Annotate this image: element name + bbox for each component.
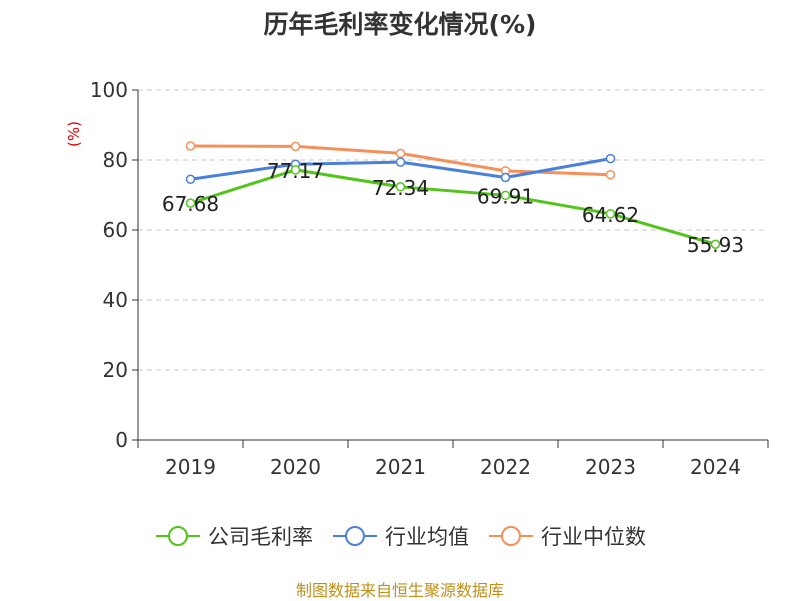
data-point-2 xyxy=(290,141,301,152)
legend-marker-industry-mean-icon xyxy=(333,526,377,546)
data-point-0 xyxy=(605,209,616,219)
y-tick-label: 60 xyxy=(103,218,128,242)
legend-marker-industry-median-icon xyxy=(489,526,533,546)
x-tick-label: 2019 xyxy=(165,455,216,479)
series-line-0 xyxy=(190,168,716,246)
data-label: 77.17 xyxy=(267,159,324,183)
data-point-2 xyxy=(605,169,616,180)
legend-item-company[interactable]: 公司毛利率 xyxy=(154,521,313,551)
legend: 公司毛利率 行业均值 行业中位数 xyxy=(0,518,800,554)
legend-label-company: 公司毛利率 xyxy=(208,525,313,549)
y-tick-label: 40 xyxy=(103,288,128,312)
data-point-0 xyxy=(500,190,511,201)
data-label: 67.68 xyxy=(162,192,219,216)
legend-item-industry-mean[interactable]: 行业均值 xyxy=(331,521,469,551)
data-point-0 xyxy=(185,198,196,208)
legend-item-industry-median[interactable]: 行业中位数 xyxy=(487,521,646,551)
data-label: 64.62 xyxy=(582,203,639,227)
y-tick-label: 20 xyxy=(103,358,128,382)
data-point-1 xyxy=(395,157,406,167)
data-point-2 xyxy=(185,141,196,151)
x-tick-label: 2023 xyxy=(585,455,636,479)
data-point-1 xyxy=(500,172,511,183)
data-label: 72.34 xyxy=(372,176,429,200)
data-point-0 xyxy=(710,239,721,249)
data-point-0 xyxy=(290,165,301,175)
legend-label-industry-mean: 行业均值 xyxy=(385,525,469,549)
x-tick-label: 2024 xyxy=(690,455,741,479)
data-label: 69.91 xyxy=(477,184,534,208)
data-point-1 xyxy=(605,153,616,164)
y-tick-label: 80 xyxy=(103,148,128,172)
data-label: 55.93 xyxy=(687,233,744,257)
y-tick-label: 0 xyxy=(115,428,128,452)
data-point-0 xyxy=(395,182,406,192)
legend-marker-company-icon xyxy=(156,526,200,546)
x-tick-label: 2022 xyxy=(480,455,531,479)
data-source-note: 制图数据来自恒生聚源数据库 xyxy=(295,581,504,600)
chart-title: 历年毛利率变化情况(%) xyxy=(263,10,537,39)
data-point-2 xyxy=(395,148,406,159)
x-tick-label: 2021 xyxy=(375,455,426,479)
y-tick-label: 100 xyxy=(90,78,128,102)
x-tick-label: 2020 xyxy=(270,455,321,479)
legend-label-industry-median: 行业中位数 xyxy=(541,525,646,549)
data-point-1 xyxy=(185,174,196,184)
